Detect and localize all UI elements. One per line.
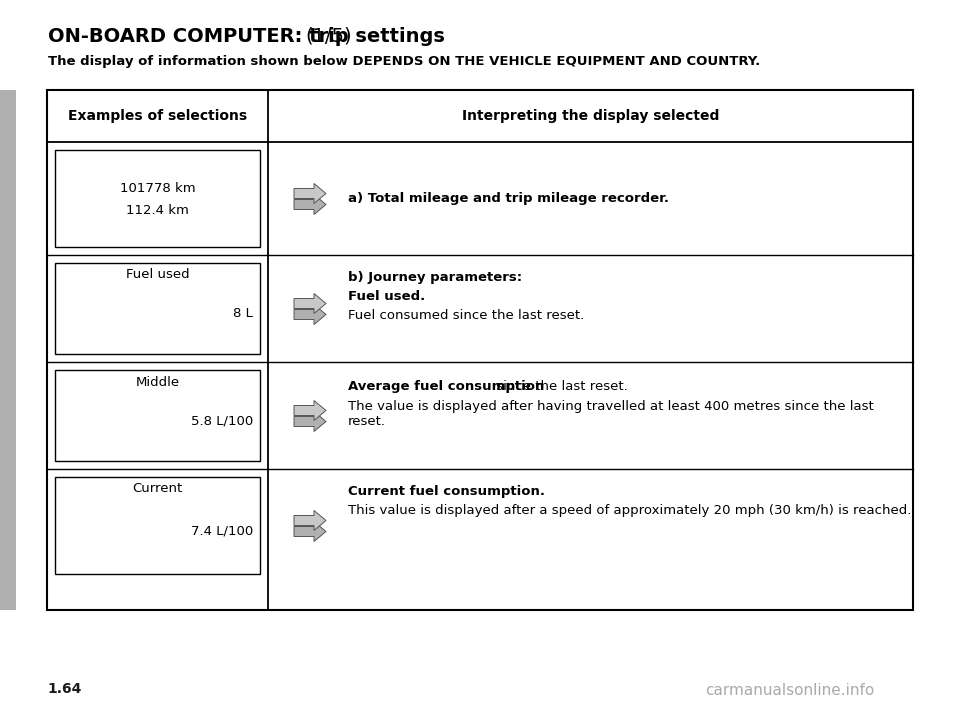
Bar	[0, 90, 16, 610]
Text: (1/5): (1/5)	[305, 27, 352, 46]
Text: ON-BOARD COMPUTER: trip settings: ON-BOARD COMPUTER: trip settings	[48, 27, 451, 46]
Polygon shape	[294, 293, 326, 314]
Text: carmanualsonline.info: carmanualsonline.info	[706, 683, 875, 698]
Circle shape	[84, 317, 94, 327]
Circle shape	[71, 415, 77, 422]
Text: This value is displayed after a speed of approximately 20 mph (30 km/h) is reach: This value is displayed after a speed of…	[348, 504, 911, 517]
Circle shape	[80, 534, 93, 548]
Polygon shape	[83, 513, 119, 524]
Bar	[47, 90, 913, 610]
Circle shape	[107, 534, 121, 548]
Text: Average fuel consumption: Average fuel consumption	[348, 380, 544, 393]
Circle shape	[76, 310, 78, 312]
Text: Examples of selections: Examples of selections	[68, 109, 247, 123]
Text: Fuel used: Fuel used	[126, 268, 189, 281]
Bar	[55, 477, 260, 574]
Circle shape	[71, 309, 77, 315]
Polygon shape	[294, 522, 326, 542]
FancyBboxPatch shape	[78, 307, 123, 321]
Text: Interpreting the display selected: Interpreting the display selected	[462, 109, 719, 123]
Text: Fuel used.: Fuel used.	[348, 290, 425, 303]
Text: 7.4 L/100: 7.4 L/100	[191, 524, 253, 537]
Circle shape	[86, 426, 91, 431]
Text: Middle: Middle	[135, 376, 180, 388]
Polygon shape	[294, 195, 326, 214]
Polygon shape	[294, 305, 326, 324]
Text: The value is displayed after having travelled at least 400 metres since the last: The value is displayed after having trav…	[348, 400, 874, 428]
Text: b) Journey parameters:: b) Journey parameters:	[348, 271, 522, 284]
Circle shape	[107, 423, 117, 434]
Text: Fuel consumed since the last reset.: Fuel consumed since the last reset.	[348, 309, 585, 322]
Circle shape	[79, 417, 82, 420]
Circle shape	[76, 417, 78, 420]
Circle shape	[79, 310, 82, 312]
Circle shape	[109, 319, 114, 324]
Polygon shape	[86, 407, 116, 415]
Text: 1.64: 1.64	[47, 682, 82, 696]
Text: since the last reset.: since the last reset.	[492, 380, 628, 393]
Circle shape	[107, 317, 117, 327]
Bar	[55, 370, 260, 461]
FancyBboxPatch shape	[72, 523, 127, 540]
Text: 101778 km: 101778 km	[120, 182, 195, 195]
Text: The display of information shown below DEPENDS ON THE VEHICLE EQUIPMENT AND COUN: The display of information shown below D…	[48, 55, 760, 68]
Polygon shape	[294, 400, 326, 420]
Polygon shape	[294, 183, 326, 204]
Text: 112.4 km: 112.4 km	[126, 204, 189, 217]
Text: 8 L: 8 L	[233, 307, 253, 320]
Bar	[55, 263, 260, 354]
Text: Current fuel consumption.: Current fuel consumption.	[348, 485, 545, 498]
Polygon shape	[294, 412, 326, 432]
Polygon shape	[86, 300, 116, 309]
Text: a) Total mileage and trip mileage recorder.: a) Total mileage and trip mileage record…	[348, 192, 669, 205]
Text: 5.8 L/100: 5.8 L/100	[191, 414, 253, 427]
Polygon shape	[294, 510, 326, 530]
Bar	[55, 150, 260, 247]
Circle shape	[109, 426, 114, 431]
Circle shape	[86, 319, 91, 324]
FancyBboxPatch shape	[78, 414, 123, 428]
Text: Current: Current	[132, 483, 182, 496]
Circle shape	[84, 423, 94, 434]
